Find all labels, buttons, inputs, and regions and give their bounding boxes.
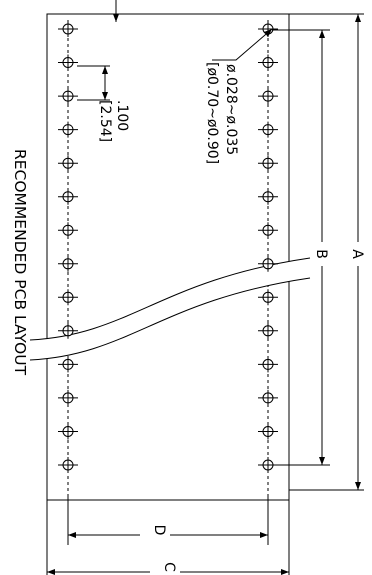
pin-hole-right-3	[258, 88, 278, 105]
pitch-arrow-top	[102, 66, 108, 74]
pin-hole-left-9	[58, 289, 78, 306]
dim-c-arrow-left	[47, 569, 55, 575]
pitch-arrow-bottom	[102, 92, 108, 100]
dim-a-arrow-top	[355, 14, 361, 22]
pin-hole-left-10	[58, 322, 78, 339]
pitch-mm-label: [2.54]	[97, 100, 113, 142]
hole-mm-label: [ø0.70~ø0.90]	[204, 62, 220, 164]
pin-hole-left-1	[58, 21, 78, 37]
pin-hole-right-10	[258, 322, 278, 339]
pin-hole-right-9	[258, 289, 278, 306]
pin-hole-left-8	[58, 255, 78, 272]
pin-hole-left-14	[58, 457, 78, 473]
hole-leader-line	[212, 28, 273, 61]
pin-hole-right-2	[258, 54, 278, 71]
dim-c-arrow-right	[281, 569, 289, 575]
dim-c-label: C	[161, 562, 177, 572]
pin-hole-right-12	[258, 389, 278, 406]
pin-hole-right-7	[258, 222, 278, 239]
pin-hole-left-2	[58, 54, 78, 71]
board-outline	[46, 13, 290, 501]
break-line-bottom	[29, 277, 311, 361]
pin-hole-left-6	[58, 188, 78, 205]
pin-hole-right-4	[258, 121, 278, 138]
dim-b-arrow-top	[319, 30, 325, 38]
pin-holes	[58, 21, 278, 473]
dim-d-label: D	[151, 525, 167, 536]
hole-leader-arrow	[264, 29, 272, 37]
layout-title: RECOMMENDED PCB LAYOUT	[11, 149, 29, 376]
pin-hole-right-11	[258, 356, 278, 373]
pin-hole-right-6	[258, 188, 278, 205]
dim-d-arrow-left	[68, 532, 76, 538]
pin-hole-left-13	[58, 423, 78, 440]
break-mask	[30, 258, 310, 360]
pin-hole-left-4	[58, 121, 78, 138]
top-marker-arrow	[113, 14, 119, 22]
dim-b-arrow-bottom	[319, 457, 325, 465]
hole-inch-label: ø.028~ø.035	[223, 64, 239, 155]
dim-b-label: B	[313, 249, 329, 259]
pin-hole-left-3	[58, 88, 78, 105]
pin-hole-right-13	[258, 423, 278, 440]
dim-d-arrow-right	[260, 532, 268, 538]
pin-hole-left-5	[58, 155, 78, 172]
pin-hole-right-8	[258, 255, 278, 272]
pin-hole-left-12	[58, 389, 78, 406]
pin-hole-left-11	[58, 356, 78, 373]
dim-a-arrow-bottom	[355, 482, 361, 490]
pitch-inch-label: .100	[114, 100, 130, 131]
dim-a-label: A	[349, 249, 365, 259]
pin-hole-right-5	[258, 155, 278, 172]
pin-hole-left-7	[58, 222, 78, 239]
